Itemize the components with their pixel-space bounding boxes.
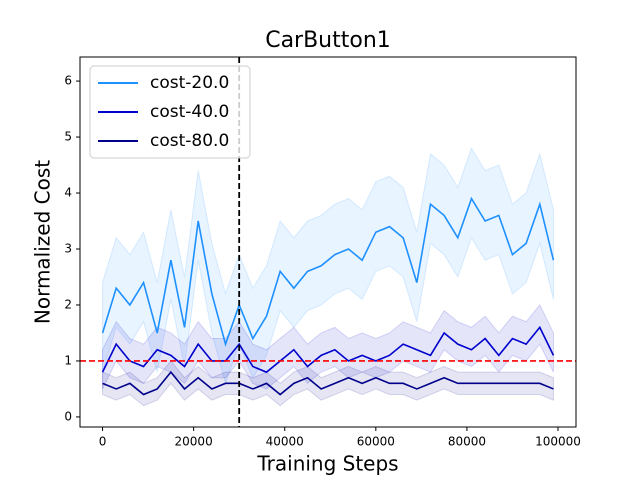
plot-frame <box>79 56 577 428</box>
legend-box <box>89 65 251 159</box>
y-tick-label: 3 <box>64 241 72 255</box>
y-tick-label: 6 <box>64 74 72 88</box>
x-tick-label: 40000 <box>266 435 304 449</box>
series-line <box>102 370 554 396</box>
legend-label: cost-40.0 <box>150 102 229 122</box>
x-axis-label: Training Steps <box>256 452 398 476</box>
legend-label: cost-20.0 <box>150 73 229 93</box>
y-tick-label: 0 <box>64 409 72 423</box>
x-tick-label: 0 <box>99 435 107 449</box>
y-axis-label: Normalized Cost <box>31 160 55 324</box>
y-tick-label: 4 <box>64 186 72 200</box>
x-tick-label: 100000 <box>535 435 581 449</box>
legend-label: cost-80.0 <box>150 131 229 151</box>
y-tick-label: 2 <box>64 297 72 311</box>
x-tick-label: 80000 <box>448 435 486 449</box>
chart-title: CarButton1 <box>265 28 391 53</box>
confidence-band <box>102 147 554 386</box>
confidence-band <box>102 360 554 407</box>
series-line <box>101 196 555 347</box>
y-tick-label: 1 <box>64 353 72 367</box>
x-tick-label: 60000 <box>357 435 395 449</box>
y-tick-label: 5 <box>64 130 72 144</box>
x-tick-label: 20000 <box>175 435 213 449</box>
confidence-band <box>102 304 554 390</box>
plot-area <box>80 57 576 427</box>
series-line <box>101 325 555 374</box>
